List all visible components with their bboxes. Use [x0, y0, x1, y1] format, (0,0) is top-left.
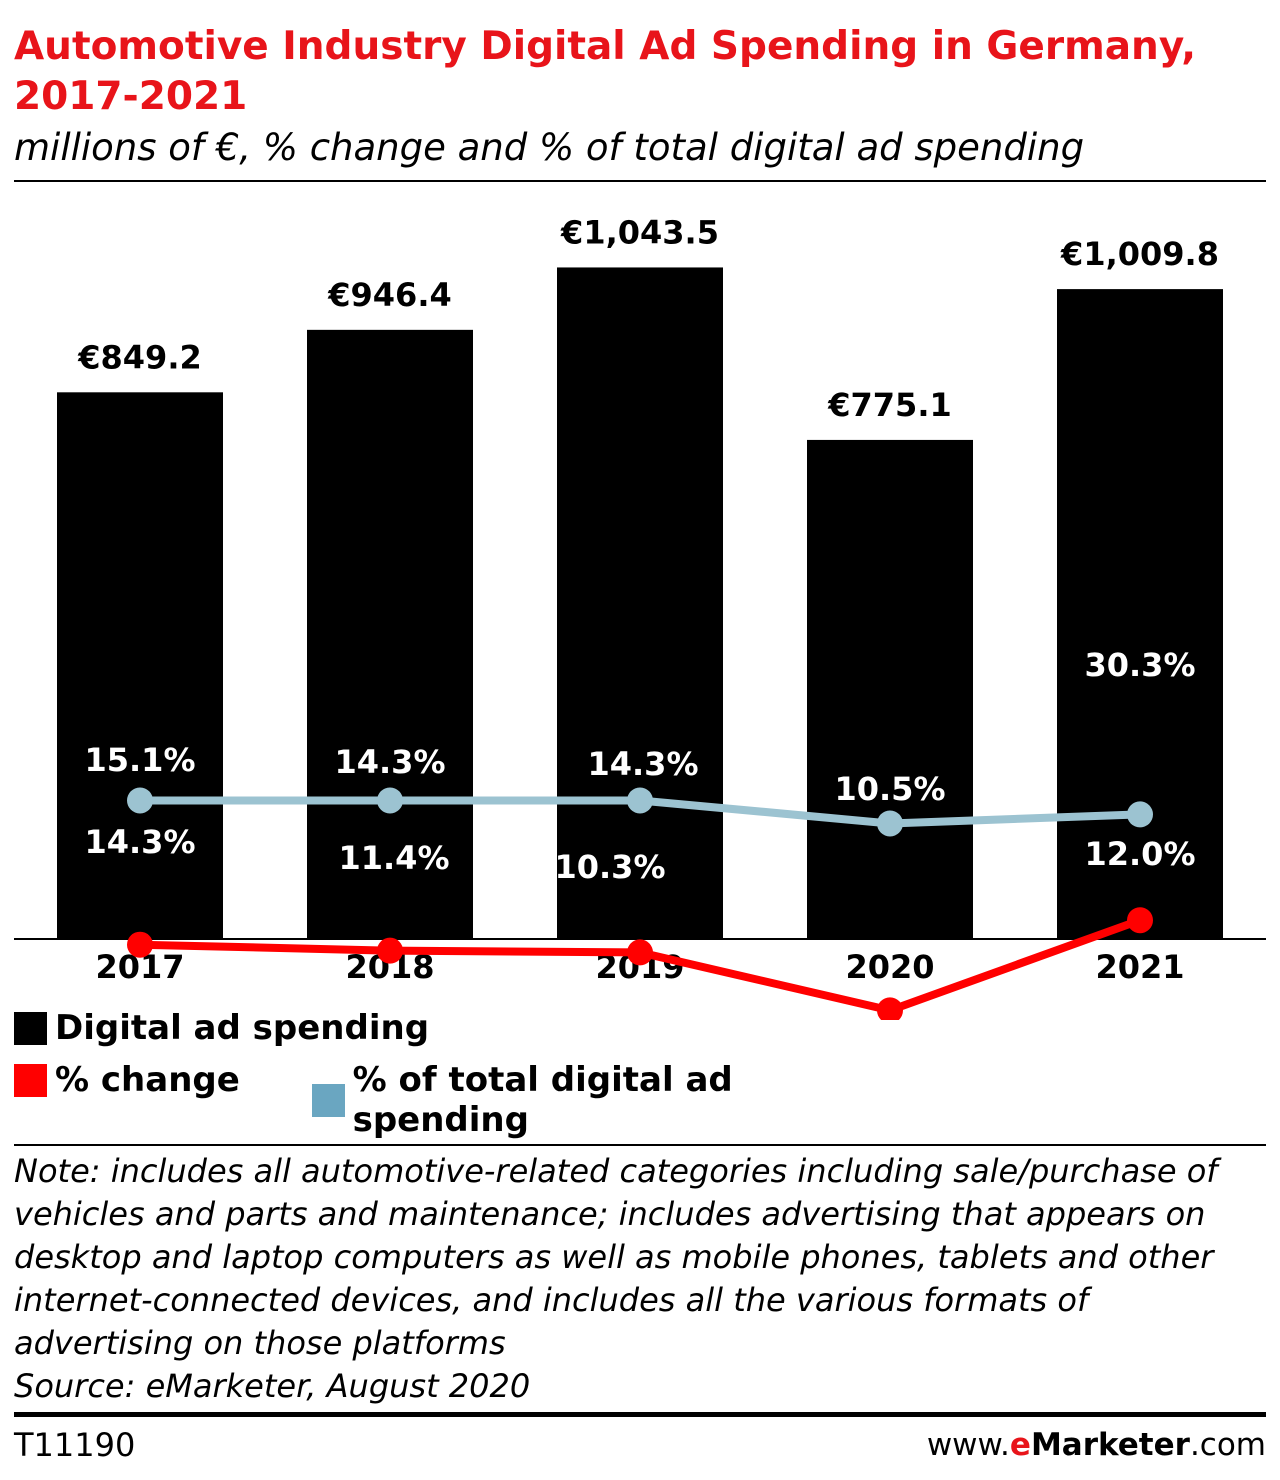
legend: Digital ad spending % change % of total … — [14, 1008, 914, 1140]
source-text: Source: eMarketer, August 2020 — [14, 1367, 531, 1405]
share-label-2017: 14.3% — [84, 823, 195, 861]
change-point-2020 — [877, 997, 903, 1020]
bar-value-label-2018: €946.4 — [327, 276, 451, 314]
share-label-2021: 12.0% — [1084, 835, 1195, 873]
bar-2018 — [307, 329, 473, 938]
change-label-2017: 15.1% — [84, 741, 195, 779]
share-point-2019 — [627, 787, 653, 814]
share-label-2020: 10.5% — [834, 770, 945, 808]
change-point-2017 — [127, 931, 153, 958]
x-tick-label-2021: 2021 — [1095, 948, 1184, 986]
change-point-2018 — [377, 937, 403, 964]
data-labels-layer: €849.2 €946.4 €1,043.5 €775.1 €1,009.8 15.1% 1… — [77, 213, 1219, 886]
chart-subtitle: millions of €, % change and % of total d… — [14, 126, 1085, 169]
bars-layer — [57, 267, 1223, 938]
brand-name: Marketer — [1030, 1427, 1190, 1463]
share-point-2020 — [877, 810, 903, 837]
chart-title: Automotive Industry Digital Ad Spending … — [14, 24, 1197, 119]
bar-2017 — [57, 392, 223, 938]
brand-url[interactable]: www.eMarketer.com — [927, 1425, 1266, 1465]
bar-value-label-2019: €1,043.5 — [560, 213, 719, 251]
change-point-2019 — [627, 939, 653, 966]
bar-value-label-2017: €849.2 — [77, 338, 201, 376]
brand-suffix: .com — [1189, 1427, 1266, 1463]
share-label-2019: 14.3% — [587, 745, 698, 783]
change-point-2021 — [1127, 907, 1153, 934]
change-label-2018: 11.4% — [338, 839, 449, 877]
chart-id: T11190 — [14, 1426, 136, 1464]
bar-value-label-2020: €775.1 — [827, 386, 951, 424]
bar-2019 — [557, 267, 723, 938]
chart-canvas: 2017 2018 2019 2020 2021 €849.2€946.4€1,043.… — [14, 213, 1266, 1020]
legend-swatch-spending — [14, 1011, 47, 1045]
footer-divider — [14, 1412, 1266, 1417]
legend-label-spending: Digital ad spending — [55, 1008, 430, 1048]
brand-prefix: www. — [926, 1427, 1010, 1463]
note-text: Note: includes all automotive-related ca… — [14, 1152, 1218, 1362]
share-point-2021 — [1127, 801, 1153, 828]
legend-item-share: % of total digital ad spending — [312, 1060, 914, 1140]
legend-label-share: % of total digital ad spending — [352, 1060, 733, 1140]
bar-value-label-2021: €1,009.8 — [1060, 235, 1219, 273]
legend-swatch-share — [312, 1083, 345, 1117]
share-point-2018 — [377, 787, 403, 814]
title-divider — [14, 180, 1266, 182]
brand-e: e — [1009, 1427, 1031, 1463]
change-label-2021: 30.3% — [1084, 646, 1195, 684]
x-tick-label-2020: 2020 — [845, 948, 934, 986]
legend-swatch-change — [14, 1063, 47, 1097]
bar-2021 — [1057, 289, 1223, 938]
note-divider — [14, 1144, 1266, 1146]
legend-item-change: % change — [14, 1060, 240, 1100]
legend-item-spending: Digital ad spending — [14, 1008, 429, 1048]
change-label-2019: 10.3% — [554, 848, 665, 886]
footnote: Note: includes all automotive-related ca… — [14, 1150, 1264, 1408]
share-point-2017 — [127, 787, 153, 814]
legend-label-change: % change — [55, 1060, 240, 1100]
lines-layer — [127, 787, 1153, 1020]
bar-2020 — [807, 439, 973, 938]
share-label-2018: 14.3% — [334, 743, 445, 781]
